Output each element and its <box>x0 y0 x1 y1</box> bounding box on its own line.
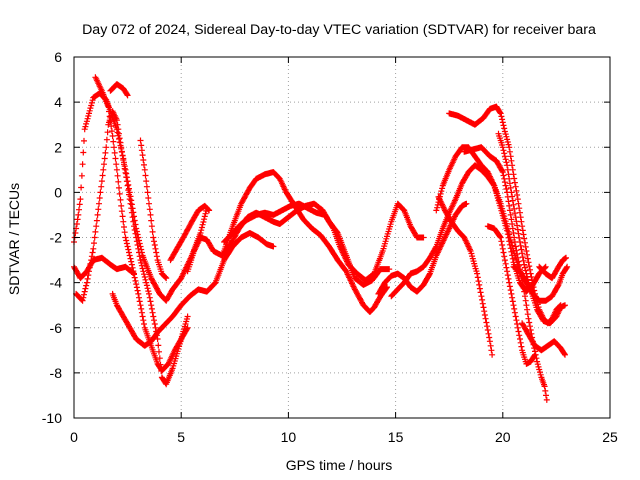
x-tick-label: 10 <box>281 429 297 445</box>
series-markers <box>137 137 170 282</box>
series-track-11 <box>221 200 427 284</box>
series-markers <box>536 254 569 282</box>
y-tick-label: -8 <box>50 365 63 381</box>
y-tick-label: -2 <box>50 230 63 246</box>
series-markers <box>167 202 213 264</box>
y-tick-label: 2 <box>54 139 62 155</box>
series-markers <box>375 200 470 297</box>
chart-title: Day 072 of 2024, Sidereal Day-to-day VTE… <box>82 22 596 38</box>
series-markers <box>446 103 564 327</box>
series-track-5 <box>107 81 131 99</box>
series-track-1 <box>71 254 137 282</box>
series-track-8 <box>167 202 213 264</box>
series-track-6 <box>109 230 277 349</box>
y-tick-label: 0 <box>54 184 62 200</box>
series-track-10 <box>221 169 390 315</box>
series-markers <box>484 223 538 367</box>
y-tick-label: -10 <box>42 410 62 426</box>
axis-ticks: 0 5 10 15 20 25 -10 -8 -6 -4 -2 0 2 4 6 <box>42 49 618 445</box>
x-tick-label: 25 <box>602 429 618 445</box>
series-markers <box>107 81 131 99</box>
series-markers <box>519 320 568 358</box>
series-track-16 <box>446 103 564 327</box>
series-track-15 <box>435 193 496 358</box>
series-track-21 <box>519 320 568 358</box>
series-track-18 <box>484 223 538 367</box>
series-track-22 <box>536 254 569 282</box>
series-track-4 <box>92 74 191 374</box>
y-tick-label: 4 <box>54 94 62 110</box>
series-track-3 <box>73 108 191 388</box>
series-markers <box>435 193 496 358</box>
data-points <box>71 74 571 403</box>
x-tick-label: 15 <box>388 429 404 445</box>
series-track-20 <box>510 263 571 304</box>
series-markers <box>92 74 191 374</box>
y-tick-label: -6 <box>50 320 63 336</box>
series-track-7 <box>137 137 170 282</box>
x-tick-label: 5 <box>177 429 185 445</box>
series-markers <box>73 108 191 388</box>
series-markers <box>109 230 277 349</box>
x-axis-label: GPS time / hours <box>286 457 393 473</box>
y-tick-label: -4 <box>50 275 63 291</box>
grid <box>74 57 610 418</box>
series-markers <box>71 254 137 282</box>
series-track-12 <box>375 200 470 297</box>
x-tick-label: 0 <box>70 429 78 445</box>
series-markers <box>221 169 390 315</box>
y-tick-label: 6 <box>54 49 62 65</box>
series-markers <box>510 263 571 304</box>
series-markers <box>221 200 427 284</box>
y-axis-label: SDTVAR / TECUs <box>6 183 22 295</box>
x-tick-label: 20 <box>495 429 511 445</box>
